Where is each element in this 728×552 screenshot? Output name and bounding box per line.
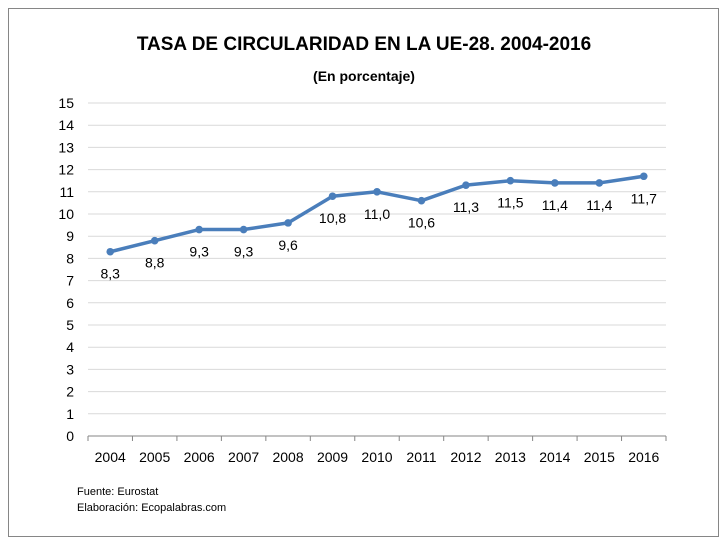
- y-tick-label: 0: [66, 428, 74, 444]
- data-point: [106, 247, 115, 256]
- x-tick-label: 2012: [450, 449, 481, 465]
- data-label: 10,6: [408, 215, 435, 231]
- data-point: [284, 219, 292, 227]
- data-label: 11,7: [631, 190, 657, 206]
- x-tick-label: 2006: [184, 449, 215, 465]
- data-label: 11,5: [497, 195, 523, 211]
- data-point: [462, 181, 470, 189]
- x-tick-label: 2004: [95, 449, 126, 465]
- chart-subtitle: (En porcentaje): [313, 68, 415, 84]
- data-point: [417, 196, 426, 205]
- data-label: 9,3: [189, 244, 209, 260]
- x-tick-label: 2008: [272, 449, 303, 465]
- data-point: [195, 225, 203, 234]
- data-label: 11,0: [364, 206, 390, 222]
- y-tick-label: 6: [66, 295, 74, 311]
- y-tick-label: 1: [66, 406, 74, 422]
- data-point: [239, 225, 248, 234]
- data-point: [595, 179, 604, 187]
- y-tick-label: 13: [58, 139, 74, 155]
- data-label: 10,8: [319, 210, 346, 226]
- y-tick-label: 8: [66, 250, 74, 266]
- data-point: [150, 236, 159, 245]
- x-tick-label: 2005: [139, 449, 170, 465]
- data-point: [551, 179, 559, 187]
- data-point: [328, 192, 337, 201]
- data-label: 11,4: [542, 197, 568, 213]
- x-tick-label: 2011: [406, 449, 436, 465]
- y-tick-label: 5: [66, 317, 74, 333]
- chart-frame: [8, 8, 719, 537]
- y-tick-label: 3: [66, 361, 74, 377]
- x-tick-label: 2009: [317, 449, 348, 465]
- x-tick-label: 2007: [228, 449, 259, 465]
- data-label: 9,6: [278, 237, 298, 253]
- data-label: 11,4: [586, 197, 612, 213]
- data-label: 8,3: [100, 266, 120, 282]
- data-label: 9,3: [234, 244, 254, 260]
- chart-title: TASA DE CIRCULARIDAD EN LA UE-28. 2004-2…: [136, 34, 592, 55]
- x-tick-label: 2013: [495, 449, 526, 465]
- x-tick-label: 2010: [361, 449, 392, 465]
- data-label: 11,3: [453, 199, 479, 215]
- y-tick-label: 12: [58, 162, 74, 178]
- footer-credit: Elaboración: Ecopalabras.com: [77, 502, 227, 514]
- y-tick-label: 10: [58, 206, 74, 222]
- x-tick-label: 2015: [584, 449, 615, 465]
- y-tick-label: 4: [66, 339, 74, 355]
- data-point: [639, 172, 648, 181]
- y-tick-label: 14: [58, 117, 74, 133]
- y-tick-label: 9: [66, 228, 74, 244]
- data-point: [373, 188, 381, 196]
- y-tick-label: 11: [59, 184, 74, 200]
- y-tick-label: 2: [66, 384, 74, 400]
- data-point: [506, 176, 515, 185]
- x-tick-label: 2014: [539, 449, 570, 465]
- footer-source: Fuente: Eurostat: [77, 486, 159, 498]
- x-tick-label: 2016: [628, 449, 659, 465]
- y-tick-label: 7: [66, 273, 74, 289]
- y-tick-label: 15: [58, 95, 74, 111]
- data-label: 8,8: [145, 255, 165, 271]
